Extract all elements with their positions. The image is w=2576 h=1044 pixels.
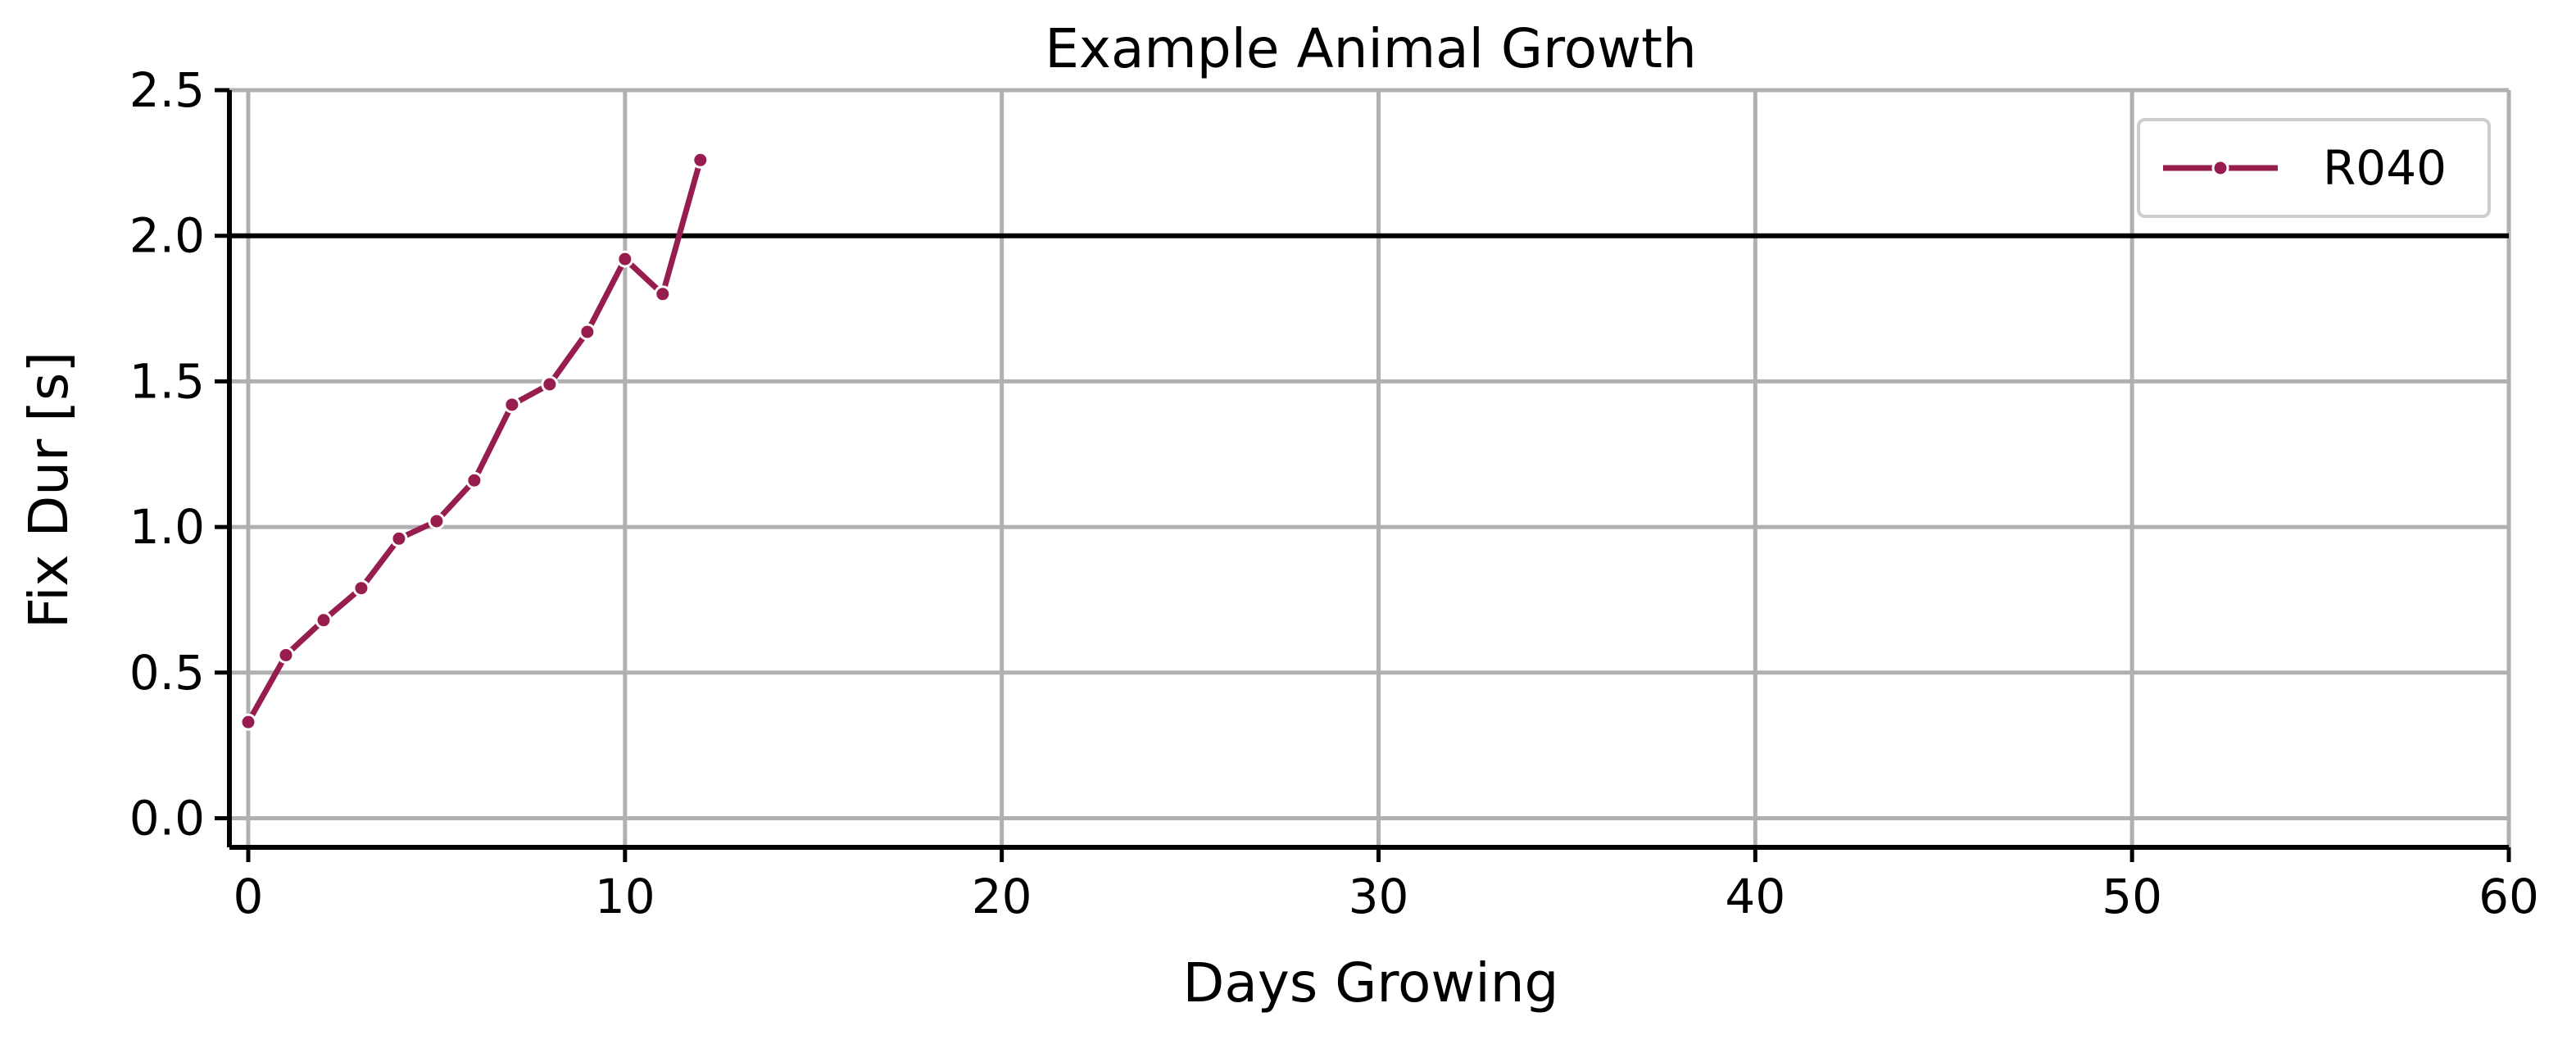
y-tick-label: 0.0: [129, 790, 205, 846]
data-point: [578, 323, 596, 341]
x-tick-label: 0: [234, 869, 264, 924]
data-point: [692, 151, 710, 169]
data-point: [654, 285, 672, 303]
x-tick-label: 50: [2102, 869, 2162, 924]
x-tick-label: 10: [595, 869, 655, 924]
data-point: [239, 713, 257, 731]
y-tick-label: 2.0: [129, 208, 205, 264]
axes: 0 10 20 30 40 50 60 0.0 0.5 1.0 1.5 2.0 2.5: [129, 62, 2539, 924]
data-point: [503, 396, 521, 414]
x-tick-label: 20: [972, 869, 1032, 924]
legend: R040: [2137, 118, 2491, 218]
data-point: [352, 579, 370, 597]
legend-box: [2137, 118, 2491, 218]
chart-title: Example Animal Growth: [1045, 17, 1697, 80]
data-point: [277, 646, 295, 664]
data-point: [390, 529, 408, 547]
data-point: [541, 375, 559, 393]
x-tick-label: 40: [1725, 869, 1785, 924]
series-line: [245, 157, 704, 725]
x-axis-label: Days Growing: [1183, 951, 1559, 1014]
y-tick-label: 1.5: [129, 353, 205, 409]
data-point: [428, 512, 446, 530]
legend-marker: [2211, 159, 2229, 177]
data-point: [616, 250, 634, 268]
y-tick-label: 2.5: [129, 62, 205, 118]
x-tick-label: 30: [1349, 869, 1409, 924]
x-tick-label: 60: [2478, 869, 2539, 924]
y-tick-label: 1.0: [129, 499, 205, 555]
series-layer: [239, 151, 710, 731]
data-point: [465, 471, 483, 489]
data-point: [315, 611, 333, 629]
y-tick-label: 0.5: [129, 645, 205, 701]
y-axis-label: Fix Dur [s]: [17, 352, 80, 629]
legend-label: R040: [2323, 140, 2447, 196]
